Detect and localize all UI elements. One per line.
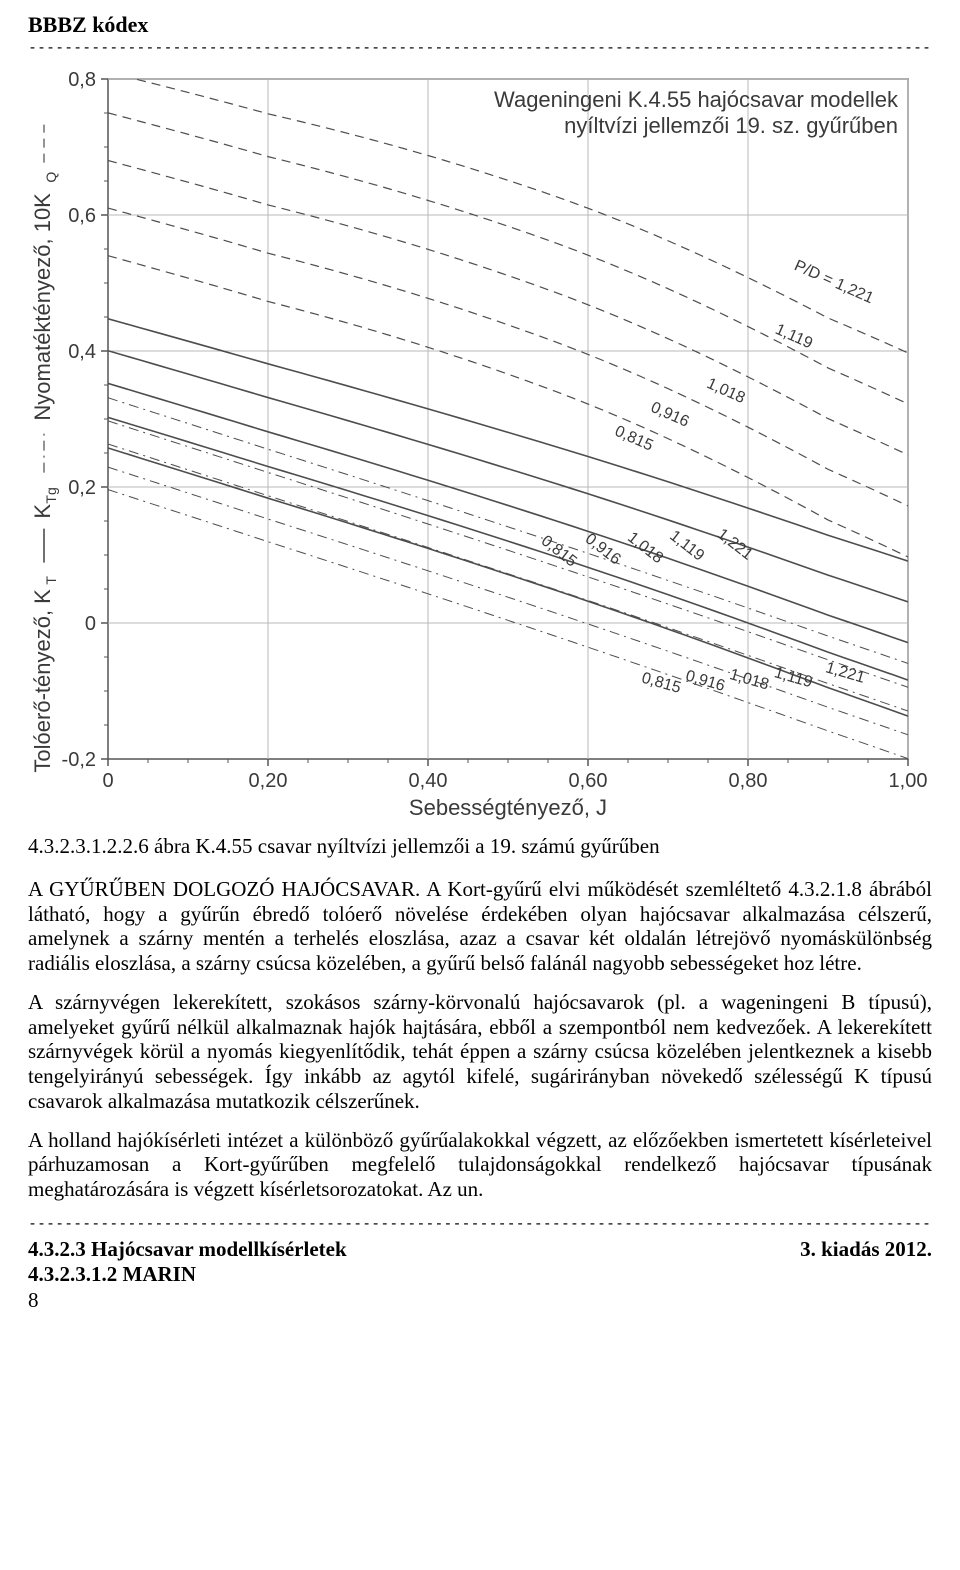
page-header-title: BBBZ kódex bbox=[28, 12, 932, 38]
svg-text:Tg: Tg bbox=[43, 487, 59, 503]
page-footer: 4.3.2.3 Hajócsavar modellkísérletek 3. k… bbox=[28, 1237, 932, 1314]
svg-text:Sebességtényező, J: Sebességtényező, J bbox=[409, 795, 607, 820]
svg-text:0,40: 0,40 bbox=[409, 770, 448, 792]
svg-text:Tolóerő-tényező, K: Tolóerő-tényező, K bbox=[30, 589, 55, 773]
divider-top: ----------------------------------------… bbox=[28, 40, 932, 55]
propeller-chart: 0 0,20 0,40 0,60 0,80 1,00 -0,2 0 0,2 0,4 0,6 0,8 Wa… bbox=[28, 61, 932, 821]
page: BBBZ kódex -----------------------------… bbox=[0, 0, 960, 1333]
subheading-run-in: A GYŰRŰBEN DOLGOZÓ HAJÓCSAVAR. bbox=[28, 877, 420, 901]
svg-text:0,4: 0,4 bbox=[68, 341, 96, 363]
figure-caption: 4.3.2.3.1.2.2.6 ábra K.4.55 csavar nyílt… bbox=[28, 834, 932, 859]
svg-text:1,018: 1,018 bbox=[704, 375, 748, 407]
svg-text:P/D = 1,221: P/D = 1,221 bbox=[792, 257, 877, 307]
svg-text:0,60: 0,60 bbox=[569, 770, 608, 792]
svg-text:1,018: 1,018 bbox=[624, 529, 666, 567]
body-paragraph: A szárnyvégen lekerekített, szokásos szá… bbox=[28, 990, 932, 1114]
chart-container: 0 0,20 0,40 0,60 0,80 1,00 -0,2 0 0,2 0,4 0,6 0,8 Wa… bbox=[28, 61, 932, 826]
svg-text:0,8: 0,8 bbox=[68, 69, 96, 91]
svg-text:1,119: 1,119 bbox=[773, 321, 815, 352]
svg-text:0: 0 bbox=[102, 770, 113, 792]
page-number: 8 bbox=[28, 1288, 932, 1313]
svg-text:0,20: 0,20 bbox=[249, 770, 288, 792]
svg-text:nyíltvízi jellemzői 19. sz. gy: nyíltvízi jellemzői 19. sz. gyűrűben bbox=[564, 113, 898, 138]
svg-text:1,221: 1,221 bbox=[714, 526, 756, 564]
body-paragraphs: A szárnyvégen lekerekített, szokásos szá… bbox=[28, 990, 932, 1202]
svg-text:0,916: 0,916 bbox=[648, 399, 692, 431]
footer-left-line1: 4.3.2.3 Hajócsavar modellkísérletek bbox=[28, 1237, 347, 1262]
svg-text:Q: Q bbox=[43, 172, 59, 183]
svg-text:0,916: 0,916 bbox=[684, 668, 727, 695]
svg-text:0,815: 0,815 bbox=[640, 670, 683, 697]
svg-text:Nyomatéktényező, 10K: Nyomatéktényező, 10K bbox=[30, 193, 55, 421]
svg-text:-0,2: -0,2 bbox=[62, 749, 96, 771]
body-paragraph-lead: A GYŰRŰBEN DOLGOZÓ HAJÓCSAVAR. A Kort-gy… bbox=[28, 877, 932, 976]
svg-text:0,6: 0,6 bbox=[68, 205, 96, 227]
divider-bottom: ----------------------------------------… bbox=[28, 1216, 932, 1231]
footer-left-line2: 4.3.2.3.1.2 MARIN bbox=[28, 1262, 932, 1287]
body-paragraph: A holland hajókísérleti intézet a különb… bbox=[28, 1128, 932, 1202]
svg-text:K: K bbox=[30, 504, 55, 519]
svg-text:T: T bbox=[43, 576, 59, 585]
svg-text:1,119: 1,119 bbox=[772, 664, 814, 691]
svg-text:0,815: 0,815 bbox=[538, 532, 580, 570]
svg-text:1,018: 1,018 bbox=[728, 666, 771, 693]
svg-text:0,2: 0,2 bbox=[68, 477, 96, 499]
svg-text:1,00: 1,00 bbox=[889, 770, 928, 792]
footer-right: 3. kiadás 2012. bbox=[800, 1237, 932, 1262]
svg-text:Wageningeni K.4.55 hajócsavar: Wageningeni K.4.55 hajócsavar modellek bbox=[494, 87, 899, 112]
svg-text:0: 0 bbox=[85, 613, 96, 635]
svg-text:0,815: 0,815 bbox=[612, 423, 656, 455]
svg-text:0,80: 0,80 bbox=[729, 770, 768, 792]
